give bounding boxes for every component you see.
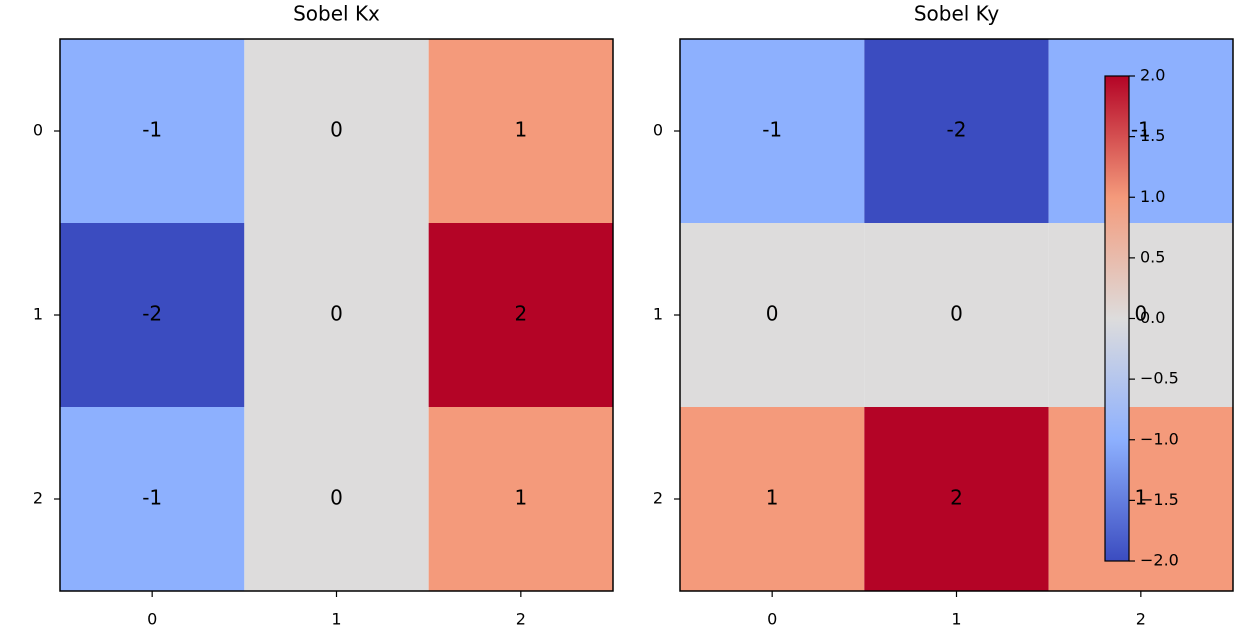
- x-tick-label: 0: [767, 610, 777, 629]
- heatmap-cell: [428, 407, 613, 591]
- cell-label: -1: [1131, 118, 1151, 142]
- colorbar-tick-label: 1.5: [1140, 126, 1165, 145]
- x-tick-label: 1: [951, 610, 961, 629]
- cell-label: -1: [762, 118, 782, 142]
- x-tick-label: 0: [147, 610, 157, 629]
- y-tick-label: 2: [33, 489, 43, 508]
- cell-label: 0: [1134, 302, 1147, 326]
- colorbar: [1104, 75, 1130, 562]
- heatmap-cell: [864, 39, 1049, 223]
- cell-label: -2: [947, 118, 967, 142]
- colorbar-tick-label: −2.0: [1140, 551, 1179, 570]
- cell-label: -1: [142, 118, 162, 142]
- chart-title: Sobel Kx: [293, 2, 380, 26]
- colorbar-tick-label: 2.0: [1140, 66, 1165, 85]
- y-tick-label: 0: [33, 121, 43, 140]
- colorbar-tick-label: −1.5: [1140, 490, 1179, 509]
- heatmap-cell: [428, 39, 613, 223]
- cell-label: 1: [766, 486, 779, 510]
- cell-label: -2: [142, 302, 162, 326]
- y-tick-label: 2: [653, 489, 663, 508]
- colorbar-tick-label: −1.0: [1140, 429, 1179, 448]
- heatmap-cell: [1048, 223, 1233, 407]
- heatmap-cell: [680, 223, 865, 407]
- cell-label: 0: [950, 302, 963, 326]
- cell-label: 1: [514, 486, 527, 510]
- cell-label: 2: [514, 302, 527, 326]
- heatmap-cell: [1048, 39, 1233, 223]
- heatmap-cell: [680, 407, 865, 591]
- heatmap-cell: [680, 39, 865, 223]
- x-tick-label: 1: [331, 610, 341, 629]
- heatmap-cell: [864, 407, 1049, 591]
- colorbar-tick-label: −0.5: [1140, 369, 1179, 388]
- cell-label: 0: [330, 486, 343, 510]
- heatmap-cell: [864, 223, 1049, 407]
- cell-label: -1: [142, 486, 162, 510]
- heatmap-cell: [60, 407, 245, 591]
- heatmap-cell: [60, 39, 245, 223]
- heatmap-cell: [244, 39, 429, 223]
- cell-label: 0: [766, 302, 779, 326]
- heatmap-cell: [244, 223, 429, 407]
- heatmap-cell: [1048, 407, 1233, 591]
- cell-label: 0: [330, 302, 343, 326]
- heatmap-cell: [60, 223, 245, 407]
- colorbar-tick-label: 0.5: [1140, 247, 1165, 266]
- cell-label: 1: [1134, 486, 1147, 510]
- y-tick-label: 1: [33, 305, 43, 324]
- heatmap-cell: [428, 223, 613, 407]
- chart-title: Sobel Ky: [914, 2, 1000, 26]
- heatmap-cell: [244, 407, 429, 591]
- x-tick-label: 2: [1136, 610, 1146, 629]
- x-tick-label: 2: [516, 610, 526, 629]
- cell-label: 2: [950, 486, 963, 510]
- cell-label: 1: [514, 118, 527, 142]
- y-tick-label: 1: [653, 305, 663, 324]
- y-tick-label: 0: [653, 121, 663, 140]
- cell-label: 0: [330, 118, 343, 142]
- colorbar-tick-label: 0.0: [1140, 308, 1165, 327]
- colorbar-tick-label: 1.0: [1140, 187, 1165, 206]
